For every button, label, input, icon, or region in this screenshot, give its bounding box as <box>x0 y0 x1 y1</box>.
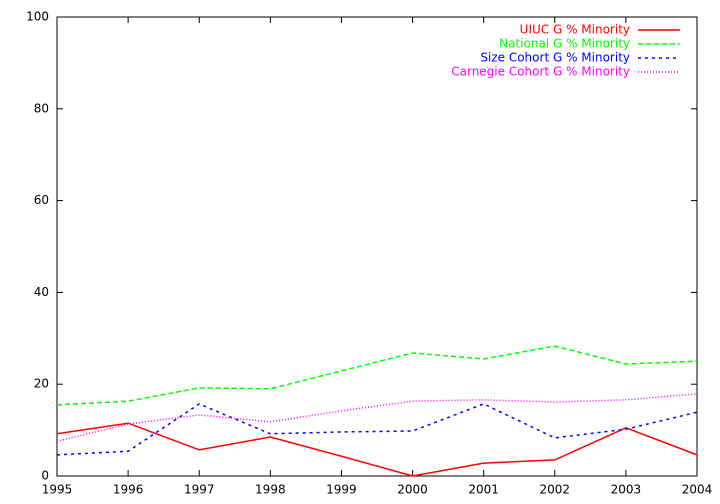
y-tick-label: 100 <box>26 10 49 24</box>
legend-label: National G % Minority <box>499 37 630 51</box>
y-tick-label: 40 <box>34 285 49 299</box>
x-tick-label: 2000 <box>397 483 428 497</box>
x-tick-label: 2004 <box>682 483 713 497</box>
x-tick-label: 1999 <box>326 483 357 497</box>
x-tick-label: 2002 <box>540 483 571 497</box>
x-tick-label: 1996 <box>113 483 144 497</box>
x-tick-label: 2001 <box>468 483 499 497</box>
series-line <box>56 422 698 477</box>
series-line <box>56 403 698 456</box>
plot-frame <box>56 16 698 477</box>
y-tick-label: 60 <box>34 193 49 207</box>
series-line <box>56 345 698 406</box>
series-line <box>56 393 698 442</box>
legend-label: Size Cohort G % Minority <box>480 51 630 65</box>
x-tick-label: 1997 <box>184 483 215 497</box>
y-tick-label: 0 <box>41 469 49 483</box>
y-tick-label: 20 <box>34 377 49 391</box>
x-tick-label: 2003 <box>611 483 642 497</box>
x-tick-label: 1995 <box>42 483 73 497</box>
y-tick-label: 80 <box>34 101 49 115</box>
legend-label: UIUC G % Minority <box>520 23 630 37</box>
legend-label: Carnegie Cohort G % Minority <box>451 65 630 79</box>
x-tick-label: 1998 <box>255 483 286 497</box>
